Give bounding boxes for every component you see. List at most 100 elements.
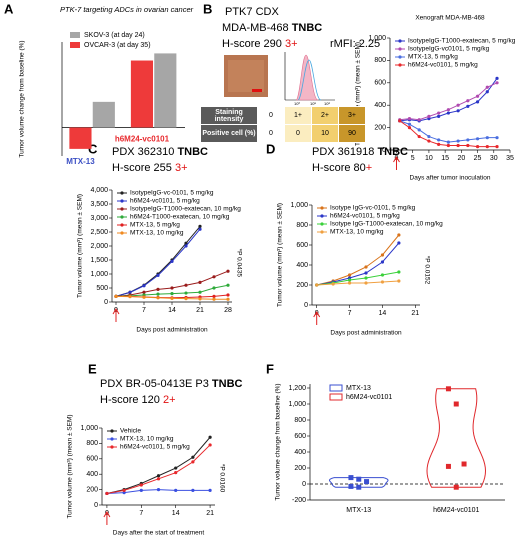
legend-label: OVCAR-3 (at day 35): [84, 42, 151, 49]
hist-isotype: [295, 54, 319, 101]
grade: 3+: [285, 38, 298, 50]
hscore: H-score 290: [222, 38, 282, 50]
data-point: [156, 273, 160, 277]
data-point: [364, 271, 368, 275]
grade: +: [366, 162, 372, 174]
y-tick-label: 0: [104, 299, 108, 306]
subtype: TNBC: [377, 146, 408, 158]
subtype: TNBC: [212, 378, 243, 390]
model: PDX BR-05-0413E P3: [100, 378, 209, 390]
legend-marker: [398, 39, 402, 43]
data-point: [208, 488, 212, 492]
data-point: [226, 297, 230, 301]
legend-marker: [398, 55, 402, 59]
data-point: [456, 103, 460, 107]
violin: [426, 388, 487, 488]
hscore: H-score 255: [112, 162, 172, 174]
x-tick-label: 7: [348, 310, 352, 317]
y-tick-label: 600: [86, 456, 98, 463]
y-axis-label: Tumor volume change from baseline (%): [19, 40, 26, 157]
data-point: [174, 488, 178, 492]
y-tick-label: 800: [86, 440, 98, 447]
model-line: PDX BR-05-0413E P3 TNBC: [100, 378, 243, 390]
category-label: h6M24-vc0101: [115, 135, 170, 144]
data-point: [485, 85, 489, 89]
data-point: [466, 143, 470, 148]
data-point: [128, 290, 132, 295]
x-tick-label: 20: [457, 155, 465, 162]
y-tick-label: 1,000: [90, 271, 108, 278]
data-point: [475, 100, 480, 104]
chart-title: Xenograft MDA-MB-468: [415, 15, 485, 22]
data-point: [397, 270, 401, 274]
data-point: [226, 269, 230, 273]
data-point: [427, 117, 431, 121]
data-point: [417, 118, 421, 122]
y-tick-label: 2,500: [90, 229, 108, 236]
legend-marker: [320, 222, 324, 226]
data-point: [142, 284, 146, 288]
data-point: [226, 283, 230, 287]
data-point: [156, 488, 161, 492]
data-point: [485, 136, 489, 140]
data-point: [170, 296, 174, 300]
data-point: [456, 143, 460, 148]
data-point: [446, 143, 450, 148]
table-cell: 10: [311, 124, 339, 143]
y-tick-label: 400: [86, 471, 98, 478]
data-point: [156, 292, 160, 296]
data-point: [397, 233, 401, 237]
data-point: [427, 139, 431, 143]
x-tick-label: 7: [142, 307, 146, 314]
data-point: [122, 488, 126, 492]
data-point: [427, 134, 431, 139]
y-tick-label: 0: [382, 147, 386, 154]
data-point: [139, 488, 143, 492]
data-point: [208, 435, 212, 439]
data-point: [445, 386, 451, 392]
hist-tick: 10⁵: [310, 101, 316, 106]
table-cell: 0: [257, 106, 285, 125]
series-line: [115, 228, 201, 297]
data-point: [174, 471, 178, 475]
hscore-line: H-score 80+: [312, 162, 372, 174]
x-tick-label: h6M24-vc0101: [433, 507, 479, 514]
table-cell: 0: [257, 124, 285, 143]
legend-label: h6M24-vc0101: [346, 394, 392, 401]
data-point: [495, 136, 499, 140]
x-tick-label: 21: [206, 510, 214, 517]
legend-marker: [120, 215, 124, 219]
data-point: [105, 491, 109, 496]
y-tick-label: 400: [294, 449, 306, 456]
y-tick-label: 600: [294, 433, 306, 440]
table-header: Positive cell (%): [200, 124, 258, 143]
data-point: [398, 119, 402, 123]
data-point: [380, 280, 385, 284]
data-point: [380, 260, 385, 264]
x-tick-label: 21: [196, 307, 204, 314]
data-point: [495, 145, 499, 149]
y-tick-label: 0: [94, 502, 98, 509]
chart-title: PTK-7 targeting ADCs in ovarian cancer: [60, 5, 194, 14]
data-point: [184, 283, 188, 287]
data-point: [417, 134, 421, 139]
y-tick-label: 0: [304, 302, 308, 309]
x-tick-label: MTX-13: [346, 507, 371, 514]
model: MDA-MB-468: [222, 22, 289, 34]
data-point: [356, 484, 362, 490]
y-tick-label: 0: [302, 481, 306, 488]
data-point: [407, 126, 412, 130]
model-line: MDA-MB-468 TNBC: [222, 22, 322, 34]
x-tick-label: 21: [411, 310, 419, 317]
panel-letter: A: [4, 1, 14, 16]
legend-label: MTX-13, 10 mg/kg: [130, 230, 184, 237]
data-point: [453, 401, 459, 407]
data-point: [347, 273, 352, 277]
data-point: [364, 276, 368, 280]
data-point: [198, 224, 202, 228]
data-point: [356, 476, 362, 482]
x-axis-label: Days after tumor inoculation: [410, 175, 491, 182]
data-point: [139, 483, 143, 487]
scale-bar: [252, 89, 262, 92]
bar: [154, 53, 177, 128]
